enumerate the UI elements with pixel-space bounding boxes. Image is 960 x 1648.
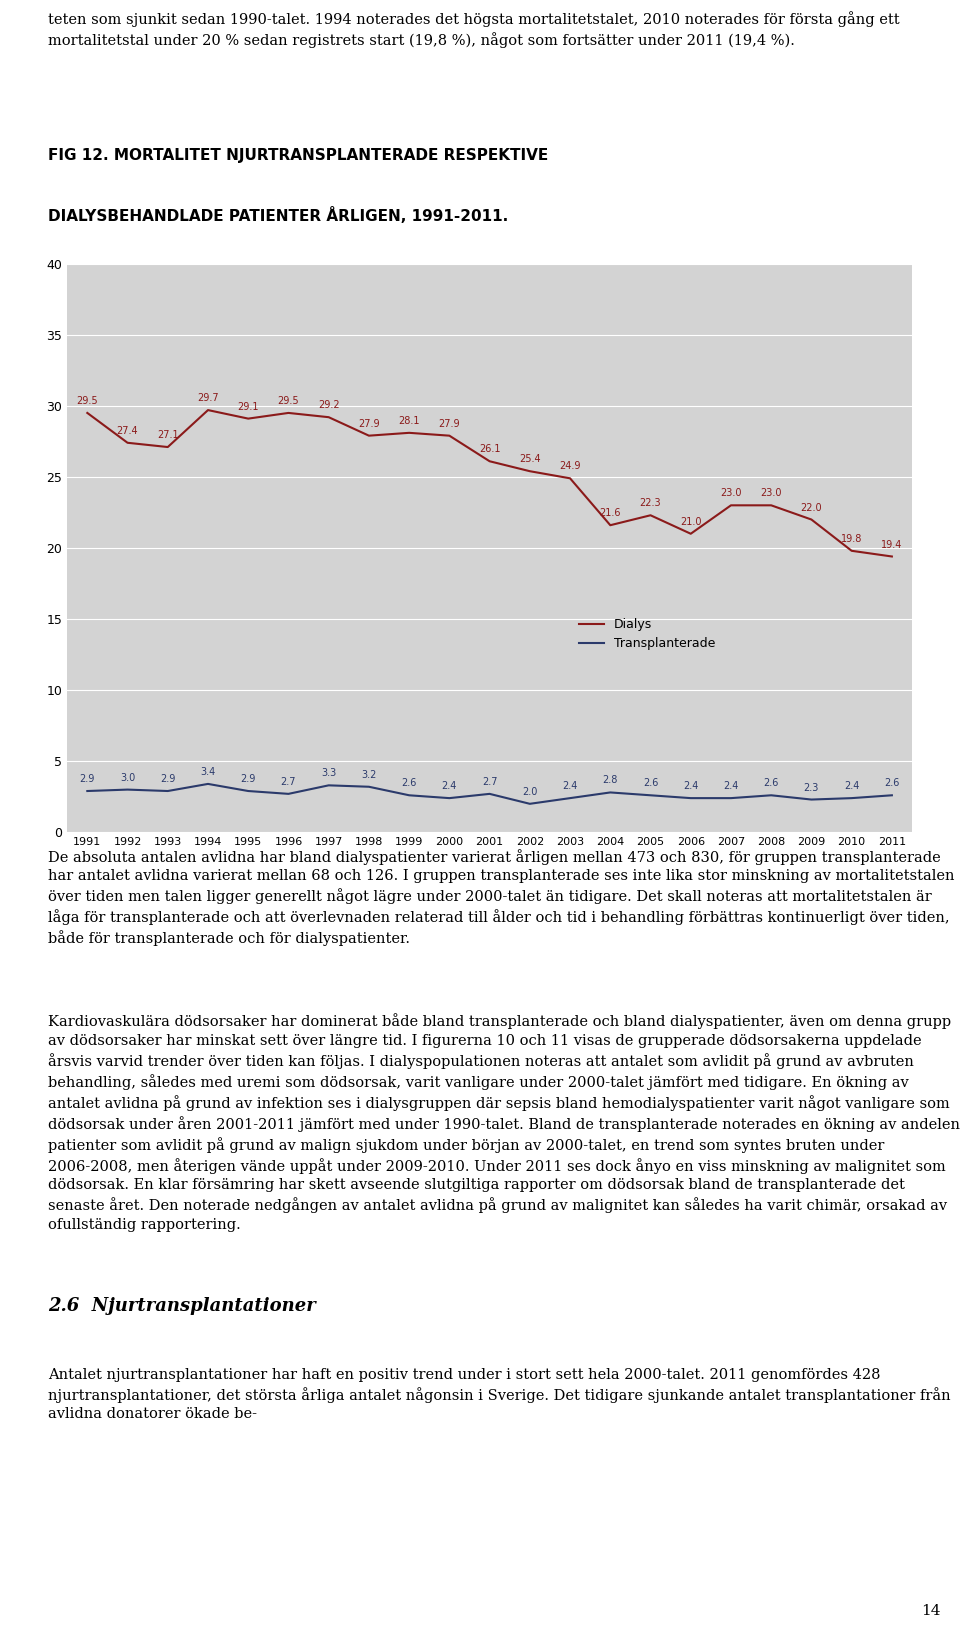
Text: 2.6  Njurtransplantationer: 2.6 Njurtransplantationer (48, 1297, 316, 1315)
Text: 2.4: 2.4 (844, 781, 859, 791)
Text: 23.0: 23.0 (720, 488, 742, 498)
Text: 2.9: 2.9 (80, 775, 95, 784)
Legend: Dialys, Transplanterade: Dialys, Transplanterade (573, 613, 720, 656)
Text: 2.7: 2.7 (482, 776, 497, 786)
Text: 27.4: 27.4 (117, 425, 138, 435)
Text: 3.0: 3.0 (120, 773, 135, 783)
Text: 2.7: 2.7 (280, 776, 297, 786)
Text: 2.4: 2.4 (684, 781, 699, 791)
Text: 22.3: 22.3 (639, 498, 661, 508)
Text: 2.0: 2.0 (522, 786, 538, 798)
Text: 2.4: 2.4 (442, 781, 457, 791)
Text: 2.4: 2.4 (723, 781, 738, 791)
Text: De absoluta antalen avlidna har bland dialyspatienter varierat årligen mellan 47: De absoluta antalen avlidna har bland di… (48, 849, 954, 946)
Text: 29.5: 29.5 (77, 396, 98, 405)
Text: 2.4: 2.4 (563, 781, 578, 791)
Text: 2.9: 2.9 (241, 775, 256, 784)
Text: teten som sjunkit sedan 1990-talet. 1994 noterades det högsta mortalitetstalet, : teten som sjunkit sedan 1990-talet. 1994… (48, 12, 900, 48)
Text: 2.6: 2.6 (884, 778, 900, 788)
Text: 27.9: 27.9 (439, 419, 460, 428)
Text: 27.9: 27.9 (358, 419, 380, 428)
Text: 14: 14 (922, 1604, 941, 1618)
Text: 19.4: 19.4 (881, 539, 902, 549)
Text: 27.1: 27.1 (156, 430, 179, 440)
Text: 2.9: 2.9 (160, 775, 176, 784)
Text: 28.1: 28.1 (398, 415, 420, 425)
Text: 29.2: 29.2 (318, 400, 340, 410)
Text: 2.6: 2.6 (763, 778, 779, 788)
Text: 21.0: 21.0 (680, 517, 702, 527)
Text: 22.0: 22.0 (801, 503, 823, 513)
Text: 29.5: 29.5 (277, 396, 300, 405)
Text: 21.6: 21.6 (600, 508, 621, 517)
Text: 26.1: 26.1 (479, 445, 500, 455)
Text: 29.7: 29.7 (197, 394, 219, 404)
Text: 2.6: 2.6 (643, 778, 659, 788)
Text: Kardiovaskulära dödsorsaker har dominerat både bland transplanterade och bland d: Kardiovaskulära dödsorsaker har dominera… (48, 1014, 960, 1231)
Text: FIG 12. MORTALITET NJURTRANSPLANTERADE RESPEKTIVE: FIG 12. MORTALITET NJURTRANSPLANTERADE R… (48, 148, 548, 163)
Text: 29.1: 29.1 (237, 402, 259, 412)
Text: 2.6: 2.6 (401, 778, 417, 788)
Text: 3.3: 3.3 (321, 768, 336, 778)
Text: 23.0: 23.0 (760, 488, 782, 498)
Text: 24.9: 24.9 (560, 461, 581, 471)
Text: 3.2: 3.2 (361, 770, 376, 780)
Text: Antalet njurtransplantationer har haft en positiv trend under i stort sett hela : Antalet njurtransplantationer har haft e… (48, 1368, 950, 1421)
Text: 3.4: 3.4 (201, 766, 216, 776)
Text: 2.8: 2.8 (603, 776, 618, 786)
Text: 25.4: 25.4 (519, 455, 540, 465)
Text: 19.8: 19.8 (841, 534, 862, 544)
Text: 2.3: 2.3 (804, 783, 819, 793)
Text: DIALYSBEHANDLADE PATIENTER ÅRLIGEN, 1991-2011.: DIALYSBEHANDLADE PATIENTER ÅRLIGEN, 1991… (48, 208, 508, 224)
